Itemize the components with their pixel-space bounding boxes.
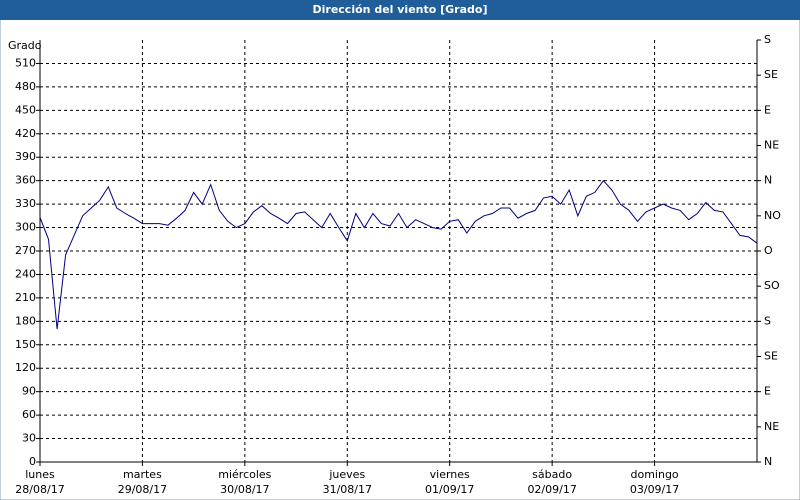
x-tick-label: sábado bbox=[532, 468, 572, 481]
x-tick-label: 01/09/17 bbox=[425, 483, 474, 496]
y-tick-label: 420 bbox=[15, 127, 36, 140]
y-tick-label: 300 bbox=[15, 221, 36, 234]
y2-tick-label: S bbox=[764, 33, 771, 46]
x-tick-label: viernes bbox=[430, 468, 470, 481]
y2-tick-label: NE bbox=[764, 420, 779, 433]
y-tick-label: 330 bbox=[15, 197, 36, 210]
x-tick-label: 28/08/17 bbox=[15, 483, 64, 496]
x-tick-label: 03/09/17 bbox=[630, 483, 679, 496]
y-tick-label: 480 bbox=[15, 80, 36, 93]
wind-direction-line bbox=[39, 179, 758, 330]
y-tick-label: 30 bbox=[22, 432, 36, 445]
x-tick-label: domingo bbox=[630, 468, 678, 481]
y-tick-label: 120 bbox=[15, 361, 36, 374]
y2-tick-label: E bbox=[764, 103, 771, 116]
y-tick-label: 60 bbox=[22, 408, 36, 421]
title-bar bbox=[0, 0, 800, 20]
y-tick-label: 90 bbox=[22, 385, 36, 398]
y2-tick-label: NO bbox=[764, 209, 781, 222]
x-tick-label: 31/08/17 bbox=[323, 483, 372, 496]
y2-tick-label: O bbox=[764, 244, 773, 257]
y-tick-label: 390 bbox=[15, 150, 36, 163]
y-axis-title: Grado bbox=[8, 39, 42, 52]
chart-title: Dirección del viento [Grado] bbox=[313, 3, 488, 16]
y-tick-label: 510 bbox=[15, 56, 36, 69]
y2-tick-label: NE bbox=[764, 139, 779, 152]
y-tick-label: 240 bbox=[15, 267, 36, 280]
y2-tick-label: N bbox=[764, 455, 772, 468]
y-tick-label: 150 bbox=[15, 338, 36, 351]
y2-tick-label: N bbox=[764, 174, 772, 187]
y-tick-label: 180 bbox=[15, 314, 36, 327]
x-tick-label: 29/08/17 bbox=[118, 483, 167, 496]
y2-tick-label: SO bbox=[764, 279, 780, 292]
y-tick-label: 210 bbox=[15, 291, 36, 304]
y2-tick-label: SE bbox=[764, 350, 778, 363]
x-tick-label: 30/08/17 bbox=[220, 483, 269, 496]
x-tick-label: martes bbox=[123, 468, 162, 481]
y-tick-label: 270 bbox=[15, 244, 36, 257]
y2-tick-label: SE bbox=[764, 68, 778, 81]
y-tick-label: 360 bbox=[15, 174, 36, 187]
y2-tick-label: S bbox=[764, 314, 771, 327]
y-tick-label: 450 bbox=[15, 103, 36, 116]
x-tick-label: lunes bbox=[25, 468, 55, 481]
x-tick-label: jueves bbox=[328, 468, 365, 481]
x-tick-label: 02/09/17 bbox=[527, 483, 576, 496]
y2-tick-label: E bbox=[764, 385, 771, 398]
y-tick-label: 0 bbox=[29, 455, 36, 468]
x-tick-label: miércoles bbox=[218, 468, 271, 481]
